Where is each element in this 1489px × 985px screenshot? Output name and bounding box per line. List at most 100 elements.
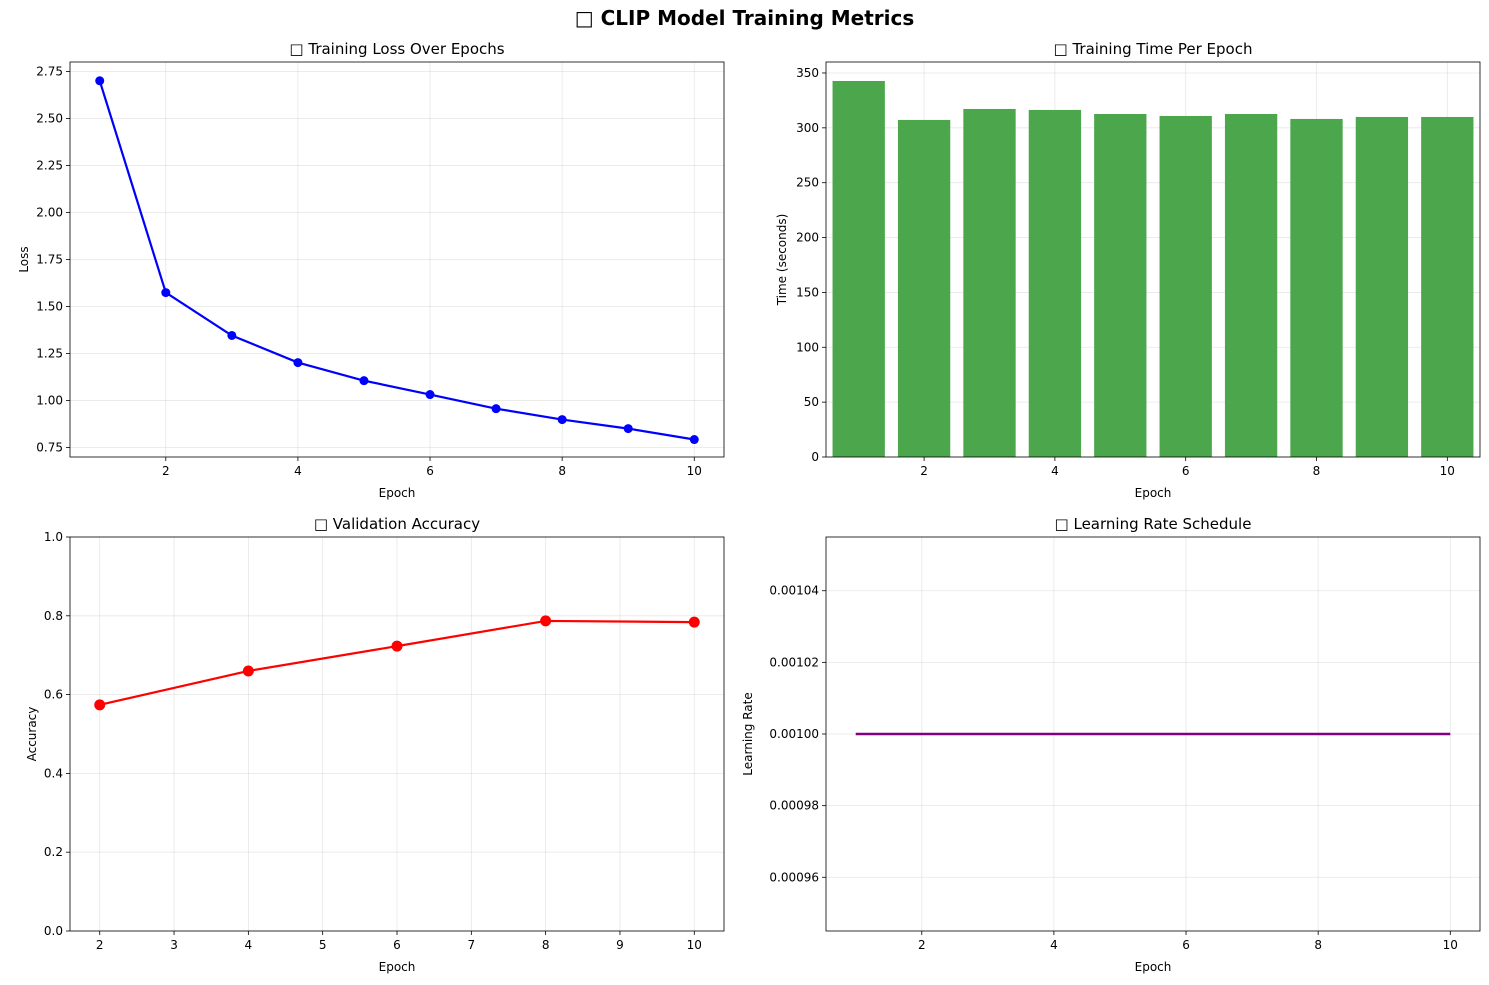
x-tick-label: 6 [1182,938,1190,952]
y-tick-label: 1.00 [36,394,63,408]
y-axis-label: Accuracy [25,707,39,762]
bar [832,80,885,458]
x-tick-label: 6 [1182,464,1190,478]
y-tick-label: 2.50 [36,111,63,125]
x-tick-label: 4 [1051,464,1059,478]
y-tick-label: 300 [796,121,819,135]
x-tick-label: 4 [294,464,302,478]
y-axis-label: Loss [17,246,31,272]
y-tick-label: 0.6 [44,688,63,702]
x-tick-label: 4 [1050,938,1058,952]
bar [897,119,951,457]
data-point [688,616,700,628]
x-axis-label: Epoch [1135,960,1172,974]
bar [1159,115,1212,457]
x-axis-label: Epoch [1135,486,1172,500]
x-tick-label: 9 [616,938,624,952]
data-point [557,415,567,425]
x-tick-label: 10 [687,938,702,952]
y-tick-label: 0.00102 [769,655,819,669]
x-tick-label: 4 [245,938,253,952]
data-point [227,330,237,340]
data-point [94,699,106,711]
y-tick-label: 200 [796,231,819,245]
data-point [391,640,403,652]
y-tick-label: 350 [796,66,819,80]
subplot-3: 2 3 4 5 6 7 8 9 10 0.0 0.2 0.4 0.6 0.8 1.0 □ Validation… [25,515,725,974]
x-tick-label: 8 [542,938,550,952]
y-tick-label: 0.00096 [769,870,819,884]
y-tick-label: 0.4 [44,766,63,780]
data-point [242,665,254,677]
y-tick-label: 150 [796,285,819,299]
axes-frame [69,536,725,932]
x-tick-label: 6 [393,938,401,952]
figure-title: □ CLIP Model Training Metrics [574,6,915,30]
x-tick-label: 2 [920,464,928,478]
bar [1028,109,1082,457]
x-tick-label: 8 [1314,938,1322,952]
x-tick-label: 2 [918,938,926,952]
y-tick-label: 0 [811,450,819,464]
y-tick-label: 1.75 [36,253,63,267]
bar [1290,118,1343,457]
data-point [161,288,171,298]
subplot-title: □ Training Time Per Epoch [1054,40,1253,58]
y-tick-label: 0.0 [44,924,63,938]
y-tick-label: 0.00100 [769,727,819,741]
x-tick-label: 8 [558,464,566,478]
subplot-title: □ Validation Accuracy [314,515,480,533]
series-line [98,80,695,441]
x-tick-label: 5 [319,938,327,952]
y-tick-label: 1.0 [44,530,63,544]
x-tick-label: 8 [1313,464,1321,478]
bar [1355,116,1409,458]
x-tick-label: 10 [1443,938,1458,952]
x-tick-label: 2 [162,464,170,478]
x-tick-label: 6 [426,464,434,478]
axes-frame [825,61,1481,458]
bar [1224,114,1278,457]
x-tick-label: 7 [467,938,475,952]
bar [1094,114,1147,457]
y-tick-label: 1.25 [36,347,63,361]
data-point [689,435,699,445]
x-tick-label: 10 [687,464,702,478]
data-point [425,390,435,400]
data-point [293,358,303,368]
bar [963,108,1016,457]
x-axis-label: Epoch [379,486,416,500]
y-tick-label: 2.75 [36,64,63,78]
subplot-1: 2 4 6 8 10 0.75 1.00 1.25 1.50 1.75 2.00 2.25 2.50 2.… [17,40,725,500]
x-tick-label: 10 [1440,464,1455,478]
x-tick-label: 2 [96,938,104,952]
y-tick-label: 2.00 [36,205,63,219]
y-tick-label: 0.75 [36,441,63,455]
data-point [623,424,633,434]
axes-frame [825,536,1481,932]
y-tick-label: 1.50 [36,300,63,314]
y-axis-label: Learning Rate [741,692,755,775]
data-point [540,615,552,627]
subplot-title: □ Training Loss Over Epochs [289,40,504,58]
data-point [359,376,369,386]
y-tick-label: 100 [796,340,819,354]
y-tick-label: 0.00104 [769,584,819,598]
axes-frame [69,61,725,458]
x-tick-label: 3 [170,938,178,952]
data-point [95,76,105,86]
y-tick-label: 0.8 [44,609,63,623]
y-tick-label: 50 [804,395,819,409]
subplot-4: 2 4 6 8 10 0.00096 0.00098 0.00100 0.00102 0.0010… [741,515,1481,974]
data-point [491,404,501,414]
y-tick-label: 0.2 [44,845,63,859]
y-tick-label: 2.25 [36,158,63,172]
y-tick-label: 0.00098 [769,799,819,813]
x-axis-label: Epoch [379,960,416,974]
y-tick-label: 250 [796,176,819,190]
y-axis-label: Time (seconds) [775,214,789,307]
bar [1421,116,1474,458]
subplot-title: □ Learning Rate Schedule [1055,515,1252,533]
